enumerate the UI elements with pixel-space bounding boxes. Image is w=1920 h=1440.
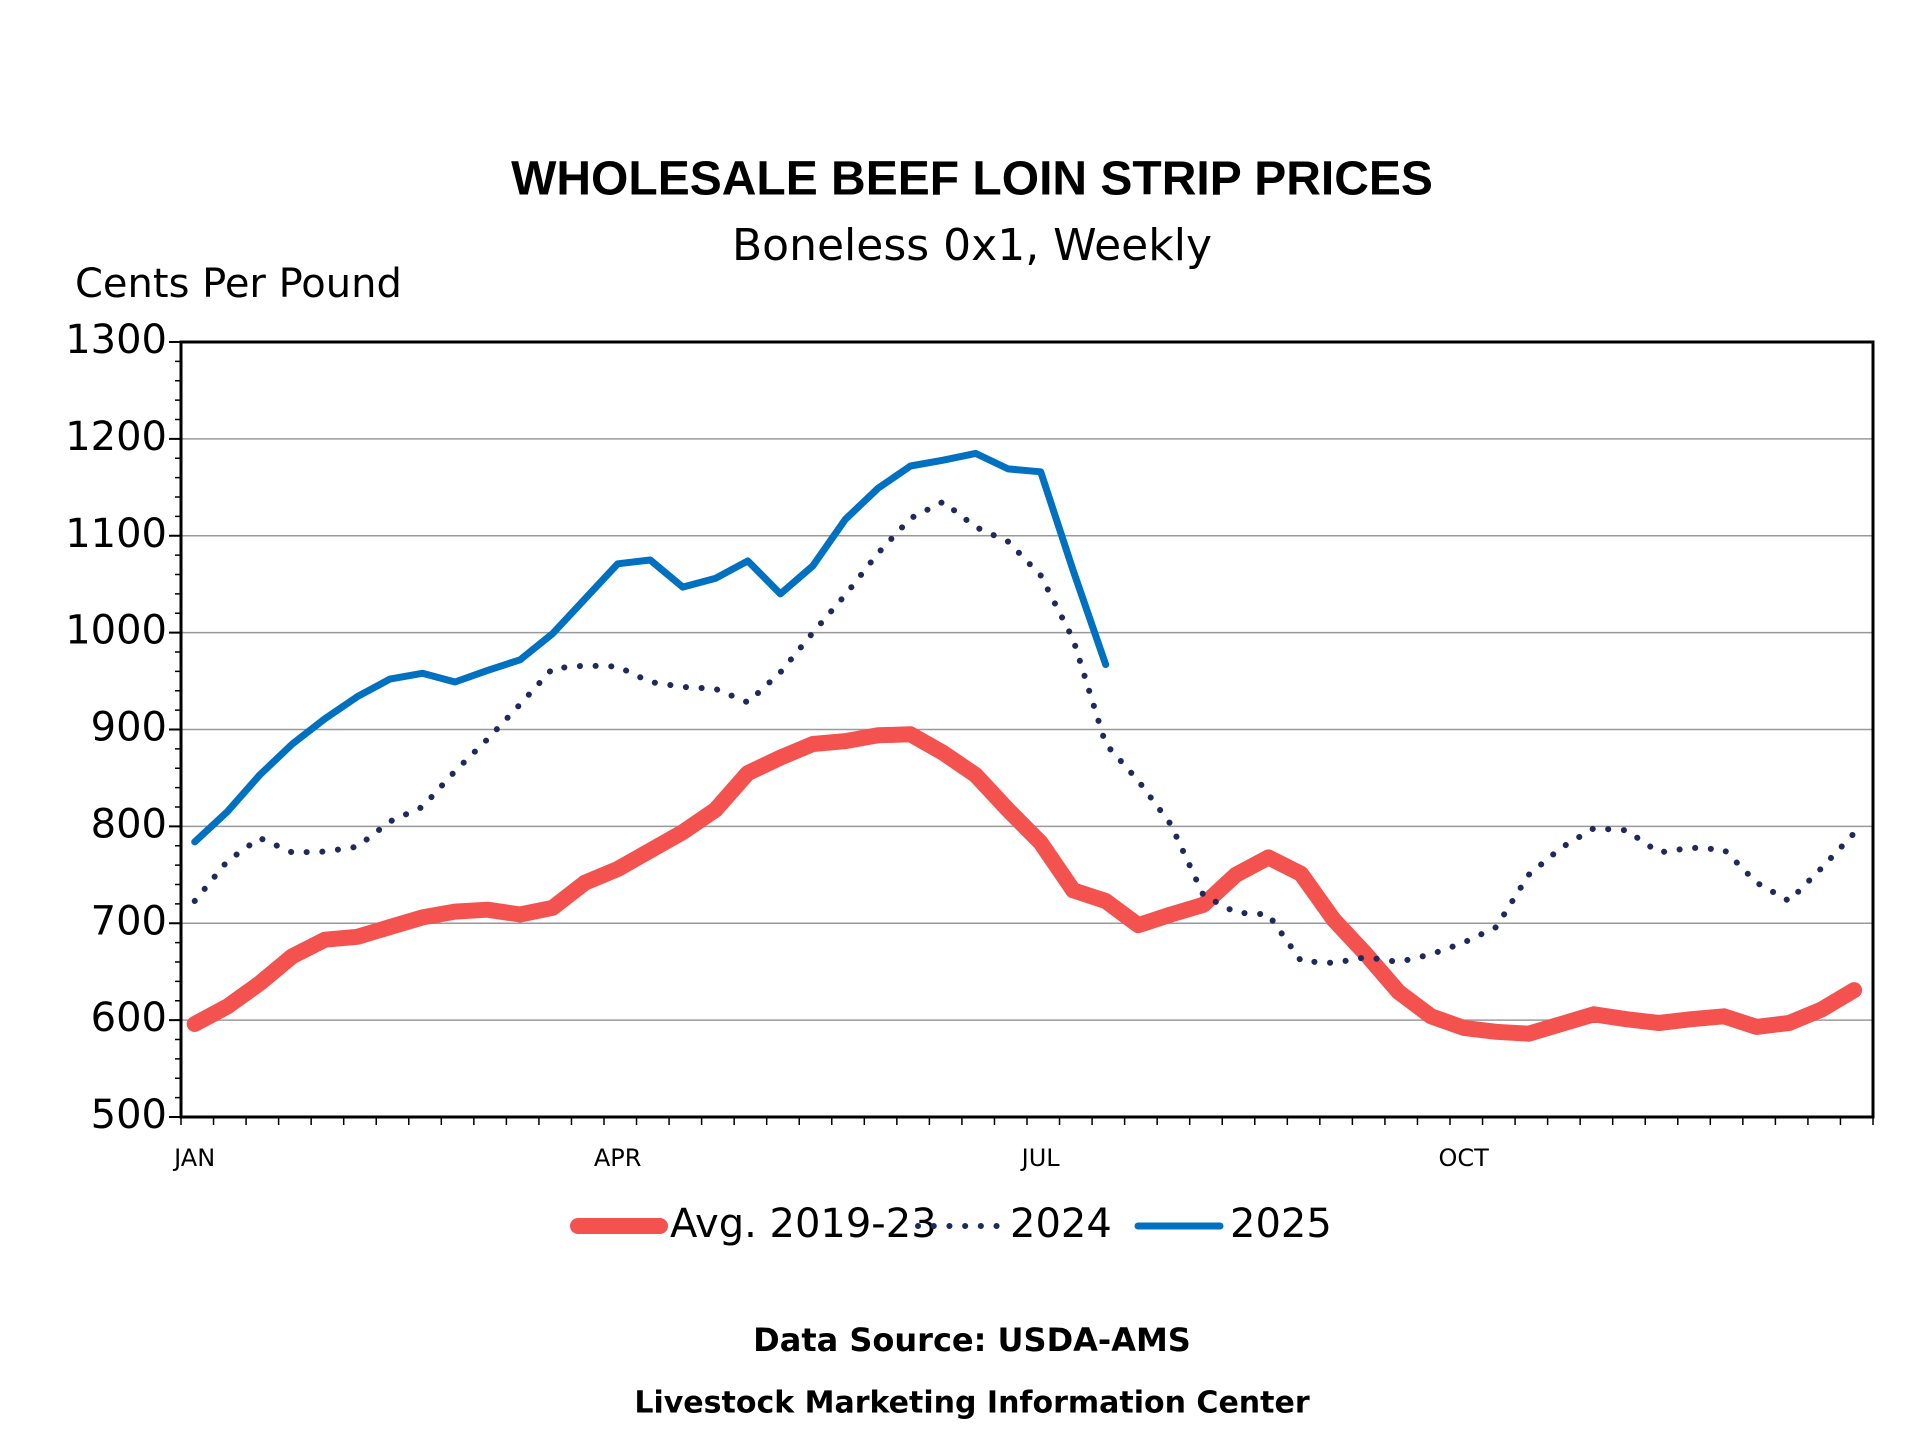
y-axis-label: Cents Per Pound: [75, 261, 402, 307]
y-tick-label: 700: [91, 898, 167, 944]
legend-label: Avg. 2019-23: [670, 1201, 937, 1247]
legend-label: 2024: [1010, 1201, 1112, 1247]
y-tick-label: 1200: [65, 414, 167, 460]
chart-subtitle: Boneless 0x1, Weekly: [732, 220, 1212, 271]
x-tick-label: OCT: [1439, 1144, 1490, 1172]
chart-title: WHOLESALE BEEF LOIN STRIP PRICES: [511, 153, 1433, 206]
series-line: [191, 498, 1858, 966]
plot-frame: [179, 340, 1875, 1119]
y-tick-label: 800: [91, 801, 167, 847]
y-tick-label: 600: [91, 995, 167, 1041]
x-tick-label: JAN: [172, 1144, 215, 1172]
credit: Livestock Marketing Information Center: [634, 1386, 1309, 1421]
x-tick-label: JUL: [1020, 1144, 1061, 1172]
source: Data Source: USDA-AMS: [753, 1321, 1191, 1359]
x-tick-label: APR: [594, 1144, 642, 1172]
series-line: [186, 726, 1863, 1042]
y-tick-label: 1100: [65, 511, 167, 557]
y-tick-label: 900: [91, 705, 167, 751]
y-tick-label: 1300: [65, 317, 167, 363]
series-line: [191, 449, 1110, 846]
legend-label: 2025: [1230, 1201, 1332, 1247]
y-tick-label: 1000: [65, 608, 167, 654]
y-tick-label: 500: [91, 1092, 167, 1138]
